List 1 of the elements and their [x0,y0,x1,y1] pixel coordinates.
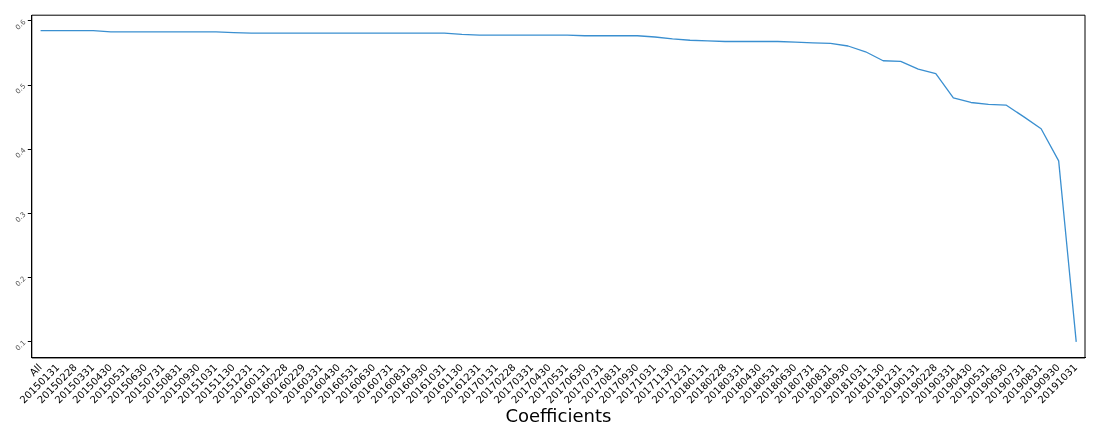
x-axis-title: Coefficients [505,404,612,426]
